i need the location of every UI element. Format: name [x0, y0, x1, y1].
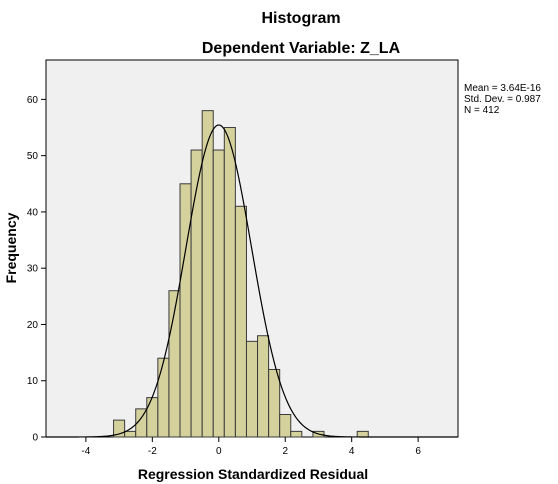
histogram-bar: [279, 413, 292, 438]
histogram-bar: [157, 357, 170, 438]
stats-mean: Mean = 3.64E-16: [464, 83, 541, 94]
stats-std-dev: Std. Dev. = 0.987: [464, 94, 541, 105]
bars-layer: [113, 110, 369, 438]
stats-n: N = 412: [464, 105, 500, 116]
histogram-bar: [223, 127, 236, 438]
histogram-bar: [146, 397, 159, 438]
histogram-bar: [113, 419, 126, 438]
stats-box: Mean = 3.64E-16 Std. Dev. = 0.987 N = 41…: [464, 83, 541, 116]
x-tick-label: -2: [148, 446, 157, 457]
y-tick-label: 10: [27, 376, 39, 387]
histogram-bar: [212, 149, 225, 438]
y-tick-label: 50: [27, 151, 39, 162]
x-tick-label: 0: [216, 446, 222, 457]
histogram-bar: [356, 430, 369, 438]
x-tick-label: 2: [282, 446, 288, 457]
histogram-bar: [268, 368, 281, 438]
histogram-bar: [234, 205, 247, 438]
y-tick-label: 20: [27, 320, 39, 331]
chart-title: Histogram: [261, 10, 340, 27]
y-axis-label: Frequency: [3, 212, 19, 283]
histogram-bar: [290, 430, 303, 438]
y-tick-label: 30: [27, 264, 39, 275]
y-tick-label: 40: [27, 207, 39, 218]
x-tick-label: 6: [415, 446, 421, 457]
y-tick-label: 60: [27, 95, 39, 106]
histogram-bar: [179, 183, 192, 438]
histogram-bar: [201, 110, 214, 438]
normal-curve: [46, 124, 458, 438]
y-tick-label: 0: [32, 433, 38, 444]
histogram-bar: [245, 340, 259, 438]
histogram-bar: [190, 149, 203, 438]
x-tick-label: 4: [349, 446, 355, 457]
chart-subtitle: Dependent Variable: Z_LA: [202, 40, 401, 57]
x-axis-label: Regression Standardized Residual: [138, 466, 368, 482]
x-tick-label: -4: [81, 446, 90, 457]
histogram-bar: [257, 335, 270, 438]
histogram-bar: [124, 430, 137, 438]
